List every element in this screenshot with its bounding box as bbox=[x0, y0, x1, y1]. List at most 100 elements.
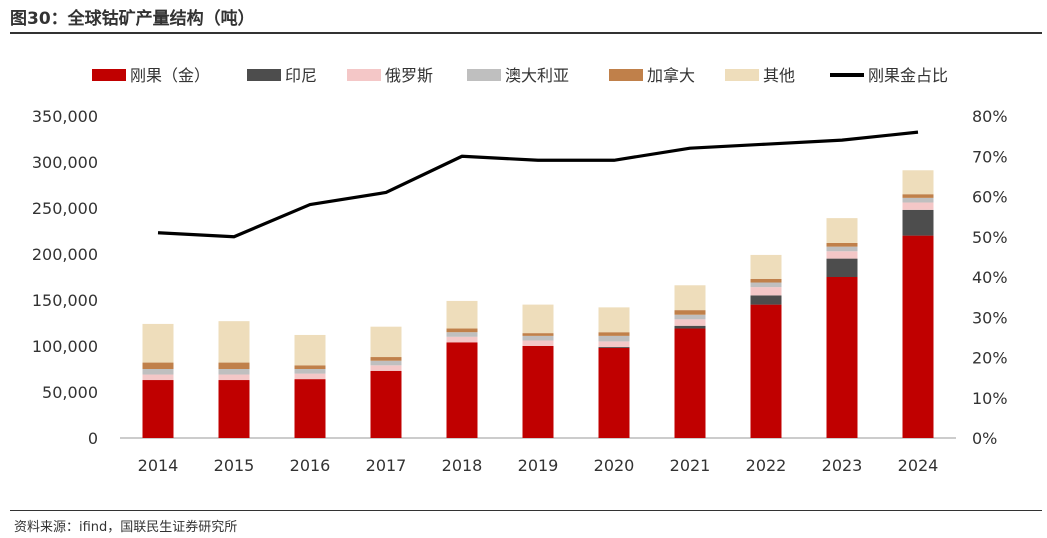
bar-segment bbox=[142, 369, 174, 375]
y-right-tick-label: 10% bbox=[972, 389, 1008, 408]
bar-segment bbox=[674, 310, 706, 315]
x-tick-label: 2014 bbox=[138, 456, 179, 475]
bar-segment bbox=[598, 332, 630, 336]
y-left-tick-label: 100,000 bbox=[32, 337, 98, 356]
bar-segment bbox=[674, 325, 706, 329]
bar-segment bbox=[522, 340, 554, 346]
legend-swatch bbox=[347, 69, 381, 81]
legend-swatch bbox=[467, 69, 501, 81]
bar-segment bbox=[218, 362, 250, 369]
y-right-tick-label: 40% bbox=[972, 268, 1008, 287]
bar-segment bbox=[826, 246, 858, 252]
legend-label: 俄罗斯 bbox=[385, 66, 433, 85]
legend-swatch bbox=[830, 73, 864, 77]
y-right-tick-label: 50% bbox=[972, 228, 1008, 247]
bar-segment bbox=[826, 218, 858, 243]
bar-segment bbox=[446, 336, 478, 343]
bar-segment bbox=[902, 197, 934, 203]
legend-swatch bbox=[247, 69, 281, 81]
bar-segment bbox=[218, 321, 250, 363]
y-right-tick-label: 20% bbox=[972, 349, 1008, 368]
legend-label: 刚果（金） bbox=[130, 66, 210, 85]
x-tick-label: 2020 bbox=[594, 456, 635, 475]
bar-segment bbox=[294, 365, 326, 369]
y-left-tick-label: 250,000 bbox=[32, 199, 98, 218]
bar-segment bbox=[674, 328, 706, 438]
bar-segment bbox=[370, 326, 402, 358]
bar-segment bbox=[750, 287, 782, 296]
legend-label: 刚果金占比 bbox=[868, 66, 948, 85]
bar-segment bbox=[826, 242, 858, 247]
bars bbox=[142, 170, 934, 438]
bar-segment bbox=[218, 369, 250, 375]
bar-segment bbox=[826, 251, 858, 259]
bar-segment bbox=[750, 295, 782, 305]
y-left-tick-label: 300,000 bbox=[32, 153, 98, 172]
footer-divider bbox=[10, 510, 1042, 511]
bar-segment bbox=[750, 278, 782, 283]
legend-label: 加拿大 bbox=[647, 66, 695, 85]
bar-segment bbox=[598, 347, 630, 438]
bar-segment bbox=[522, 346, 554, 438]
y-right-tick-label: 60% bbox=[972, 188, 1008, 207]
x-tick-label: 2015 bbox=[214, 456, 255, 475]
axes: 0 50,000 100,000 150,000 200,000 250,000 300,0… bbox=[32, 107, 1008, 475]
bar-segment bbox=[750, 304, 782, 438]
share-line bbox=[157, 130, 919, 239]
bar-segment bbox=[218, 374, 250, 381]
bar-segment bbox=[674, 285, 706, 311]
bar-segment bbox=[750, 282, 782, 288]
bar-segment bbox=[446, 342, 478, 438]
bar-segment bbox=[370, 365, 402, 371]
bar-segment bbox=[294, 334, 326, 366]
title-divider bbox=[10, 32, 1042, 34]
legend-label: 印尼 bbox=[285, 66, 317, 85]
bar-segment bbox=[522, 333, 554, 336]
bar-segment bbox=[598, 346, 630, 348]
bar-segment bbox=[446, 328, 478, 333]
bar-segment bbox=[370, 357, 402, 361]
x-tick-label: 2018 bbox=[442, 456, 483, 475]
legend-swatch bbox=[725, 69, 759, 81]
y-right-tick-label: 80% bbox=[972, 107, 1008, 126]
x-tick-label: 2017 bbox=[366, 456, 407, 475]
legend-label: 其他 bbox=[763, 66, 795, 85]
bar-segment bbox=[522, 335, 554, 341]
bar-segment bbox=[674, 314, 706, 320]
bar-segment bbox=[598, 307, 630, 333]
y-right-tick-label: 0% bbox=[972, 429, 997, 448]
bar-segment bbox=[598, 335, 630, 342]
bar-segment bbox=[826, 258, 858, 277]
bar-segment bbox=[142, 374, 174, 381]
bar-segment bbox=[294, 379, 326, 438]
x-tick-label: 2016 bbox=[290, 456, 331, 475]
legend-label: 澳大利亚 bbox=[505, 66, 569, 85]
chart-canvas: 刚果（金） 印尼 俄罗斯 澳大利亚 加拿大 其他 刚果金占比 0 50,000 100,000 1… bbox=[32, 66, 1008, 475]
bar-segment bbox=[142, 362, 174, 369]
x-tick-label: 2024 bbox=[898, 456, 939, 475]
x-tick-label: 2022 bbox=[746, 456, 787, 475]
bar-segment bbox=[142, 323, 174, 363]
bar-segment bbox=[142, 380, 174, 438]
y-right-tick-label: 30% bbox=[972, 308, 1008, 327]
bar-segment bbox=[370, 370, 402, 438]
legend: 刚果（金） 印尼 俄罗斯 澳大利亚 加拿大 其他 刚果金占比 bbox=[92, 66, 948, 85]
bar-segment bbox=[902, 170, 934, 195]
bar-segment bbox=[522, 304, 554, 334]
y-right-tick-label: 70% bbox=[972, 147, 1008, 166]
bar-segment bbox=[218, 380, 250, 438]
bar-segment bbox=[902, 194, 934, 198]
bar-segment bbox=[674, 319, 706, 326]
source-note: 资料来源：ifind，国联民生证券研究所 bbox=[14, 520, 238, 535]
bar-segment bbox=[446, 332, 478, 337]
bar-segment bbox=[902, 209, 934, 236]
y-left-tick-label: 50,000 bbox=[42, 383, 98, 402]
bar-segment bbox=[826, 277, 858, 438]
y-left-tick-label: 150,000 bbox=[32, 291, 98, 310]
bar-segment bbox=[370, 360, 402, 366]
bar-segment bbox=[598, 341, 630, 347]
x-tick-label: 2019 bbox=[518, 456, 559, 475]
bar-segment bbox=[750, 254, 782, 279]
chart-title: 图30：全球钴矿产量结构（吨） bbox=[10, 9, 255, 29]
bar-segment bbox=[902, 202, 934, 210]
